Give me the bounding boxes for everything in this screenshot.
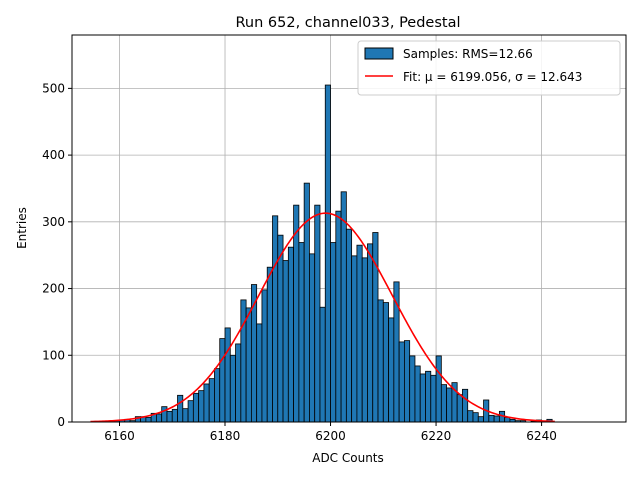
legend-label-samples: Samples: RMS=12.66 [403,47,533,61]
histogram-bar [177,394,184,423]
y-tick-label: 500 [42,81,65,95]
histogram-bar [219,338,226,423]
legend-swatch-samples [364,47,394,60]
histogram-bar [224,327,231,423]
histogram-bar [187,400,194,423]
histogram-bar [282,260,289,423]
histogram-bar [156,413,163,423]
histogram-bar [340,191,347,423]
x-tick-label: 6160 [104,429,135,443]
histogram-bar [477,416,484,423]
histogram-bar [214,368,221,423]
histogram-bar [293,204,300,423]
histogram-bar [351,255,358,423]
y-tick-label: 300 [42,215,65,229]
histogram-bar [356,244,363,423]
histogram-bar [367,243,374,423]
chart-title: Run 652, channel033, Pedestal [235,15,460,31]
histogram-bar [272,215,279,423]
histogram-bar [488,414,495,423]
y-axis-label: Entries [15,207,29,249]
histogram-bar [245,307,252,423]
x-tick-label: 6200 [315,429,346,443]
histogram-bar [335,210,342,423]
histogram-bar [161,406,168,423]
x-tick-label: 6220 [421,429,452,443]
histogram-bar [261,289,268,423]
histogram-bar [198,390,205,423]
histogram-bar [425,370,432,423]
x-axis-ticks: 6160 6180 6200 6220 6240 [104,422,557,443]
histogram-bar [256,323,263,423]
histogram-bar [435,355,442,423]
histogram-bar [298,242,305,423]
histogram-bar [182,408,189,423]
histogram-bar [419,373,426,423]
y-tick-label: 200 [42,282,65,296]
histogram-bar [462,388,469,423]
histogram-bar [446,387,453,423]
histogram-bar [398,341,405,423]
histogram-bar [409,355,416,423]
legend-label-fit: Fit: μ = 6199.056, σ = 12.643 [403,70,582,84]
histogram-bars [92,84,553,423]
histogram-bar [240,299,247,423]
histogram-bar [414,365,421,423]
y-tick-label: 100 [42,348,65,362]
histogram-bar [377,299,384,423]
x-tick-label: 6240 [526,429,557,443]
histogram-bar [266,266,273,423]
histogram-bar [277,234,284,423]
x-tick-label: 6180 [210,429,241,443]
histogram-bar [287,246,295,423]
histogram-bar [208,378,215,423]
plot-frame [71,34,627,423]
y-tick-label: 0 [57,415,65,429]
histogram-bar [440,384,448,423]
fit-curve [90,212,555,423]
histogram-bar [430,374,437,423]
histogram-bar [229,354,236,423]
histogram-bar [314,204,321,423]
legend: Samples: RMS=12.66 Fit: μ = 6199.056, σ … [357,40,621,96]
histogram-bar [203,383,210,423]
histogram-bar [472,412,479,423]
histogram-bar [235,343,242,423]
histogram-bar [192,392,200,423]
histogram-bar [403,340,411,423]
histogram-bar [388,317,395,423]
histogram-bar [166,410,173,423]
histogram-bar [330,242,337,423]
histogram-bar [361,257,368,423]
histogram-bar [467,410,474,423]
histogram-bar [382,302,389,423]
x-axis-label: ADC Counts [312,451,384,465]
legend-box [357,40,621,96]
histogram-bar [456,394,463,423]
histogram-bar [145,416,152,423]
histogram-bar [319,306,326,423]
y-tick-label: 400 [42,148,65,162]
histogram-bar [171,408,178,423]
histogram-bar [324,84,331,423]
y-axis-ticks: 0 100 200 300 400 500 [42,81,72,429]
histogram-bar [493,415,500,423]
histogram-bar [309,253,316,423]
histogram-bar [345,228,353,423]
